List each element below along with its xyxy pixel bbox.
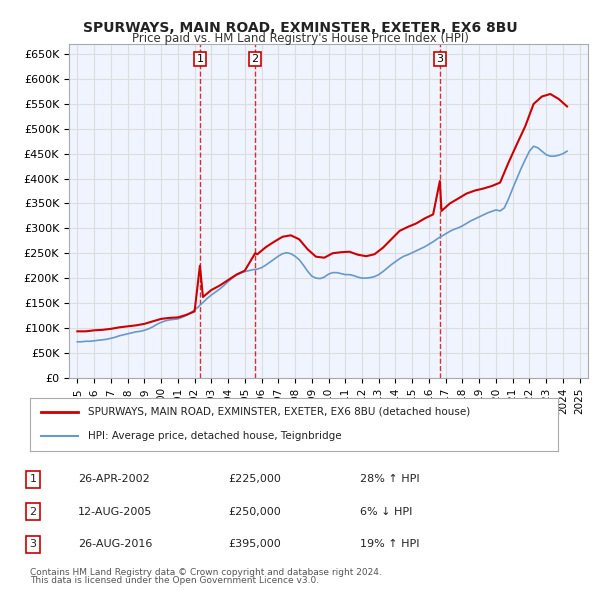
Text: 2: 2 (251, 54, 259, 64)
Text: 26-APR-2002: 26-APR-2002 (78, 474, 150, 484)
Text: Contains HM Land Registry data © Crown copyright and database right 2024.: Contains HM Land Registry data © Crown c… (30, 568, 382, 577)
Text: 1: 1 (29, 474, 37, 484)
Text: 2: 2 (29, 507, 37, 517)
Text: £225,000: £225,000 (228, 474, 281, 484)
Text: 12-AUG-2005: 12-AUG-2005 (78, 507, 152, 517)
Text: 19% ↑ HPI: 19% ↑ HPI (360, 539, 419, 549)
Text: £250,000: £250,000 (228, 507, 281, 517)
Text: 28% ↑ HPI: 28% ↑ HPI (360, 474, 419, 484)
Text: This data is licensed under the Open Government Licence v3.0.: This data is licensed under the Open Gov… (30, 576, 319, 585)
Text: 1: 1 (196, 54, 203, 64)
Text: Price paid vs. HM Land Registry's House Price Index (HPI): Price paid vs. HM Land Registry's House … (131, 32, 469, 45)
Text: £395,000: £395,000 (228, 539, 281, 549)
Text: 26-AUG-2016: 26-AUG-2016 (78, 539, 152, 549)
Text: SPURWAYS, MAIN ROAD, EXMINSTER, EXETER, EX6 8BU: SPURWAYS, MAIN ROAD, EXMINSTER, EXETER, … (83, 21, 517, 35)
Text: 3: 3 (436, 54, 443, 64)
Text: HPI: Average price, detached house, Teignbridge: HPI: Average price, detached house, Teig… (88, 431, 342, 441)
Text: 6% ↓ HPI: 6% ↓ HPI (360, 507, 412, 517)
Text: SPURWAYS, MAIN ROAD, EXMINSTER, EXETER, EX6 8BU (detached house): SPURWAYS, MAIN ROAD, EXMINSTER, EXETER, … (88, 407, 470, 417)
Text: 3: 3 (29, 539, 37, 549)
